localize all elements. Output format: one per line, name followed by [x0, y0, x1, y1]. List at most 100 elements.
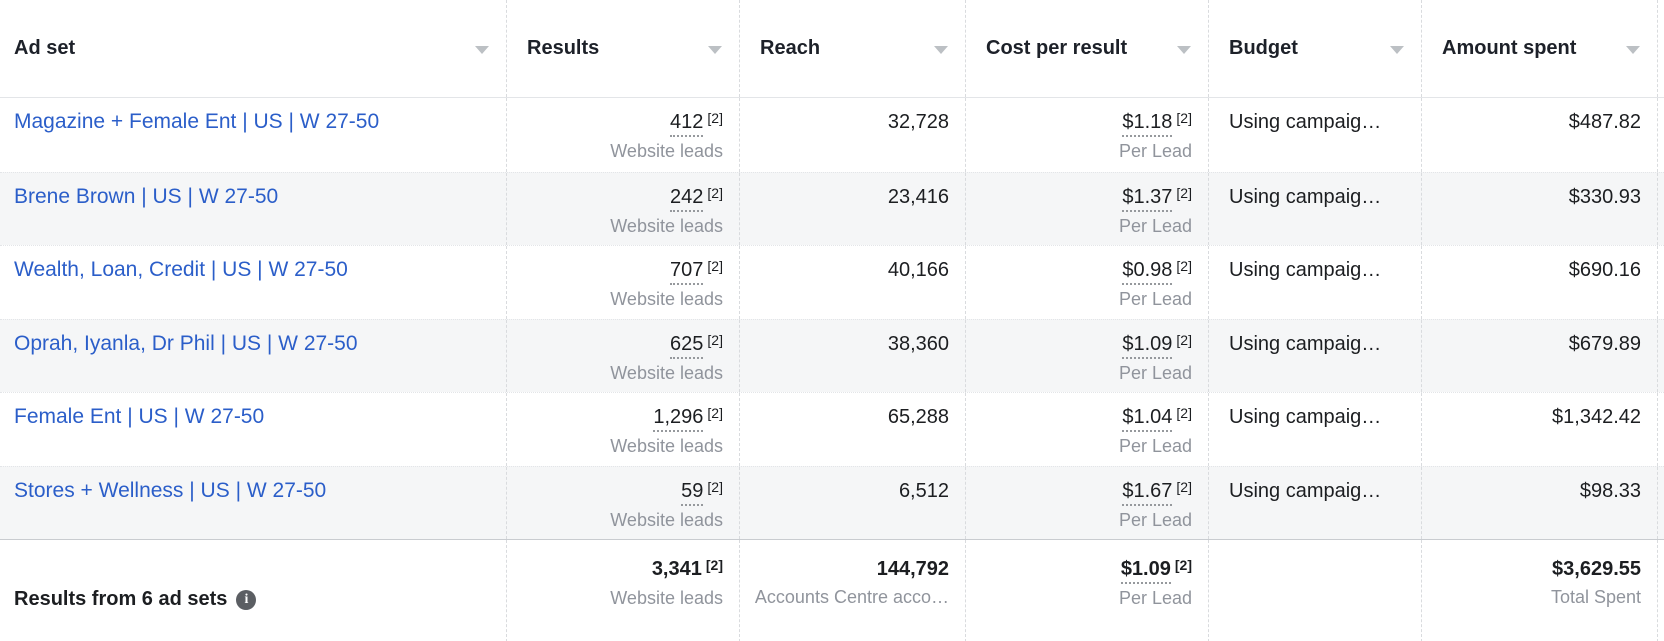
- footer-summary-label: Results from 6 ad sets: [14, 588, 228, 610]
- amount-spent-cell: $679.89: [1422, 319, 1658, 392]
- column-header-cost-per-result[interactable]: Cost per result: [966, 0, 1209, 97]
- chevron-down-icon[interactable]: [934, 45, 948, 54]
- chevron-down-icon[interactable]: [1390, 45, 1404, 54]
- budget-cell: Using campaig…: [1209, 466, 1422, 539]
- amount-spent-value: $679.89: [1568, 332, 1641, 355]
- footer-results-cell: 3,341 [2] Website leads: [507, 540, 740, 641]
- cost-per-result-value[interactable]: $1.37: [1122, 185, 1173, 212]
- chevron-down-icon[interactable]: [1177, 45, 1191, 54]
- budget-cell: Using campaig…: [1209, 246, 1422, 319]
- results-value[interactable]: 1,296: [653, 406, 704, 432]
- results-ref: [2]: [707, 405, 723, 421]
- cost-ref: [2]: [1176, 184, 1192, 201]
- reach-value: 32,728: [887, 111, 949, 133]
- amount-spent-value: $330.93: [1568, 185, 1641, 208]
- ad-set-link[interactable]: Wealth, Loan, Credit | US | W 27-50: [14, 258, 348, 281]
- results-value[interactable]: 242: [670, 185, 704, 212]
- table-footer-row: Results from 6 ad sets 3,341[2] Website …: [0, 539, 1664, 641]
- column-label-amount-spent: Amount spent: [1442, 37, 1577, 59]
- amount-spent-value: $98.33: [1579, 479, 1641, 502]
- budget-cell: Using campaig…: [1209, 319, 1422, 392]
- reach-cell: 23,416: [740, 172, 966, 245]
- column-header-ad-set[interactable]: Ad set: [0, 0, 507, 97]
- column-header-results[interactable]: Results: [507, 0, 740, 97]
- cost-per-result-value[interactable]: $1.67: [1122, 479, 1173, 506]
- amount-spent-cell: $690.16: [1422, 246, 1658, 319]
- results-value[interactable]: 412: [670, 111, 704, 137]
- reach-value: 38,360: [887, 332, 949, 355]
- budget-cell: Using campaig…: [1209, 172, 1422, 245]
- results-ref: [2]: [707, 110, 723, 126]
- ad-set-link[interactable]: Oprah, Iyanla, Dr Phil | US | W 27-50: [14, 331, 358, 355]
- footer-budget-cell: [1209, 540, 1422, 641]
- ad-set-link[interactable]: Stores + Wellness | US | W 27-50: [14, 478, 327, 502]
- chevron-down-icon[interactable]: [708, 45, 722, 54]
- total-cost-per-result-value[interactable]: $1.09: [1120, 558, 1171, 584]
- amount-spent-cell: $1,342.42: [1422, 393, 1658, 466]
- table-row: Oprah, Iyanla, Dr Phil | US | W 27-50 62…: [0, 318, 1664, 392]
- total-reach-value: 144,792: [876, 558, 949, 580]
- chevron-down-icon[interactable]: [1626, 45, 1640, 54]
- column-header-budget[interactable]: Budget: [1209, 0, 1422, 97]
- results-value[interactable]: 625: [670, 332, 704, 359]
- column-header-amount-spent[interactable]: Amount spent: [1422, 0, 1658, 97]
- results-ref: [2]: [705, 557, 723, 573]
- cost-subtitle: Per Lead: [1118, 289, 1192, 309]
- results-subtitle: Website leads: [610, 436, 723, 456]
- ad-set-cell: Female Ent | US | W 27-50: [0, 393, 507, 466]
- results-value[interactable]: 59: [681, 479, 704, 506]
- chevron-down-icon[interactable]: [475, 45, 489, 54]
- reach-value: 65,288: [887, 406, 949, 428]
- amount-spent-cell: $487.82: [1422, 98, 1658, 172]
- reach-subtitle: Accounts Centre acco…: [754, 587, 949, 607]
- footer-cost-cell: $1.09 [2] Per Lead: [966, 540, 1209, 641]
- cost-per-result-cell: $1.18 [2] Per Lead: [966, 98, 1209, 172]
- cost-subtitle: Per Lead: [1118, 509, 1192, 530]
- amount-spent-value: $487.82: [1568, 111, 1641, 133]
- results-cell: 707 [2] Website leads: [507, 246, 740, 319]
- amount-spent-value: $690.16: [1568, 259, 1641, 281]
- cost-ref: [2]: [1174, 557, 1192, 573]
- ad-set-cell: Oprah, Iyanla, Dr Phil | US | W 27-50: [0, 319, 507, 392]
- amount-spent-value: $1,342.42: [1552, 406, 1641, 428]
- budget-value: Using campaig…: [1229, 406, 1382, 428]
- amount-spent-cell: $98.33: [1422, 466, 1658, 539]
- ad-set-cell: Wealth, Loan, Credit | US | W 27-50: [0, 246, 507, 319]
- reach-cell: 6,512: [740, 466, 966, 539]
- column-label-results: Results: [527, 37, 600, 59]
- cost-per-result-value[interactable]: $1.18: [1122, 111, 1173, 137]
- results-subtitle: Website leads: [610, 509, 723, 530]
- cost-subtitle: Per Lead: [1118, 215, 1192, 236]
- total-results-value: 3,341: [651, 558, 702, 580]
- cost-per-result-cell: $1.37 [2] Per Lead: [966, 172, 1209, 245]
- ad-set-link[interactable]: Female Ent | US | W 27-50: [14, 405, 265, 428]
- column-label-budget: Budget: [1229, 37, 1298, 59]
- cost-per-result-value[interactable]: $0.98: [1122, 259, 1173, 285]
- results-subtitle: Website leads: [610, 289, 723, 309]
- ad-set-link[interactable]: Magazine + Female Ent | US | W 27-50: [14, 110, 380, 133]
- reach-cell: 40,166: [740, 246, 966, 319]
- column-header-reach[interactable]: Reach: [740, 0, 966, 97]
- results-value[interactable]: 707: [670, 259, 704, 285]
- cost-per-result-value[interactable]: $1.04: [1122, 406, 1173, 432]
- amount-spent-cell: $330.93: [1422, 172, 1658, 245]
- ad-set-link[interactable]: Brene Brown | US | W 27-50: [14, 184, 279, 208]
- budget-cell: Using campaig…: [1209, 393, 1422, 466]
- results-cell: 59 [2] Website leads: [507, 466, 740, 539]
- ad-set-cell: Stores + Wellness | US | W 27-50: [0, 466, 507, 539]
- cost-ref: [2]: [1176, 478, 1192, 495]
- cost-per-result-value[interactable]: $1.09: [1122, 332, 1173, 359]
- results-subtitle: Website leads: [610, 362, 723, 383]
- budget-value: Using campaig…: [1229, 259, 1382, 281]
- budget-value: Using campaig…: [1229, 185, 1382, 208]
- table-row: Stores + Wellness | US | W 27-50 59 [2] W…: [0, 465, 1664, 539]
- results-cell: 242 [2] Website leads: [507, 172, 740, 245]
- cost-per-result-cell: $1.09 [2] Per Lead: [966, 319, 1209, 392]
- reach-cell: 65,288: [740, 393, 966, 466]
- info-icon[interactable]: [236, 590, 257, 610]
- reach-value: 40,166: [887, 259, 949, 281]
- results-subtitle: Website leads: [610, 141, 723, 161]
- ad-set-cell: Magazine + Female Ent | US | W 27-50: [0, 98, 507, 172]
- cost-ref: [2]: [1176, 110, 1192, 126]
